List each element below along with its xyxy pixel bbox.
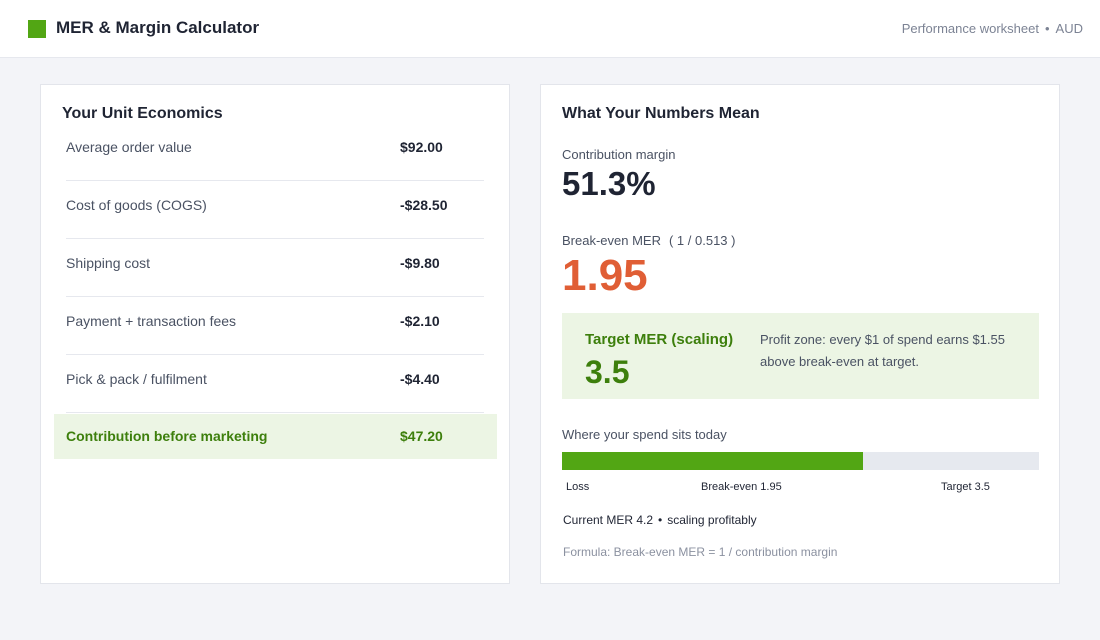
break-even-label-group: Break-even MER ( 1 / 0.513 )	[562, 233, 735, 248]
unit-economics-title: Your Unit Economics	[62, 105, 223, 122]
economics-row-fulfilment: Pick & pack / fulfilment -$4.40	[66, 355, 484, 413]
contribution-margin-value: 51.3%	[562, 165, 656, 202]
row-value: -$2.10	[400, 313, 440, 329]
economics-row-shipping: Shipping cost -$9.80	[66, 239, 484, 297]
row-label: Average order value	[66, 139, 192, 155]
numbers-card: What Your Numbers Mean Contribution marg…	[540, 84, 1060, 584]
row-label: Payment + transaction fees	[66, 313, 237, 329]
target-mer-label: Target MER (scaling)	[585, 331, 734, 348]
break-even-label: Break-even MER	[562, 233, 661, 248]
app-title: MER & Margin Calculator	[56, 18, 260, 37]
break-even-value: 1.95	[562, 251, 648, 300]
spend-position-label: Where your spend sits today	[562, 427, 727, 442]
unit-economics-card: Your Unit Economics Average order value …	[40, 84, 510, 584]
row-value: -$4.40	[400, 371, 440, 387]
total-value: $47.20	[400, 428, 443, 444]
contribution-margin-label: Contribution margin	[562, 147, 676, 162]
spend-progress-track	[562, 452, 1039, 470]
economics-row-fees: Payment + transaction fees -$2.10	[66, 297, 484, 355]
status-separator: •	[658, 513, 663, 527]
tick-target: Target 3.5	[941, 481, 990, 493]
tick-break-even: Break-even 1.95	[701, 481, 782, 493]
tick-loss: Loss	[566, 481, 590, 493]
header-meta: Performance worksheet • AUD	[902, 21, 1083, 36]
current-mer-status: Current MER 4.2 • scaling profitably	[563, 513, 757, 527]
row-value: -$9.80	[400, 255, 440, 271]
target-mer-box: Target MER (scaling) 3.5 Profit zone: ev…	[562, 313, 1039, 399]
target-mer-value: 3.5	[585, 354, 630, 390]
profit-zone-note: Profit zone: every $1 of spend earns $1.…	[760, 332, 1005, 369]
current-mer-status-text: scaling profitably	[667, 513, 757, 527]
contribution-total-row: Contribution before marketing $47.20	[54, 414, 497, 459]
row-value: $92.00	[400, 139, 443, 155]
economics-row-cogs: Cost of goods (COGS) -$28.50	[66, 181, 484, 239]
economics-row-aov: Average order value $92.00	[66, 123, 484, 181]
row-label: Cost of goods (COGS)	[66, 197, 207, 213]
numbers-title: What Your Numbers Mean	[562, 105, 760, 122]
worksheet-label: Performance worksheet	[901, 21, 1039, 36]
spend-progress-fill	[562, 452, 863, 470]
total-label: Contribution before marketing	[66, 428, 268, 444]
row-label: Pick & pack / fulfilment	[66, 371, 207, 387]
logo-square-icon	[28, 20, 46, 38]
break-even-formula: ( 1 / 0.513 )	[668, 233, 736, 248]
current-mer-value: Current MER 4.2	[563, 513, 654, 527]
formula-note: Formula: Break-even MER = 1 / contributi…	[563, 545, 838, 559]
row-label: Shipping cost	[66, 255, 151, 271]
top-bar: MER & Margin Calculator Performance work…	[0, 0, 1100, 58]
currency-label: AUD	[1055, 21, 1083, 36]
meta-separator: •	[1044, 21, 1050, 36]
row-value: -$28.50	[400, 197, 448, 213]
